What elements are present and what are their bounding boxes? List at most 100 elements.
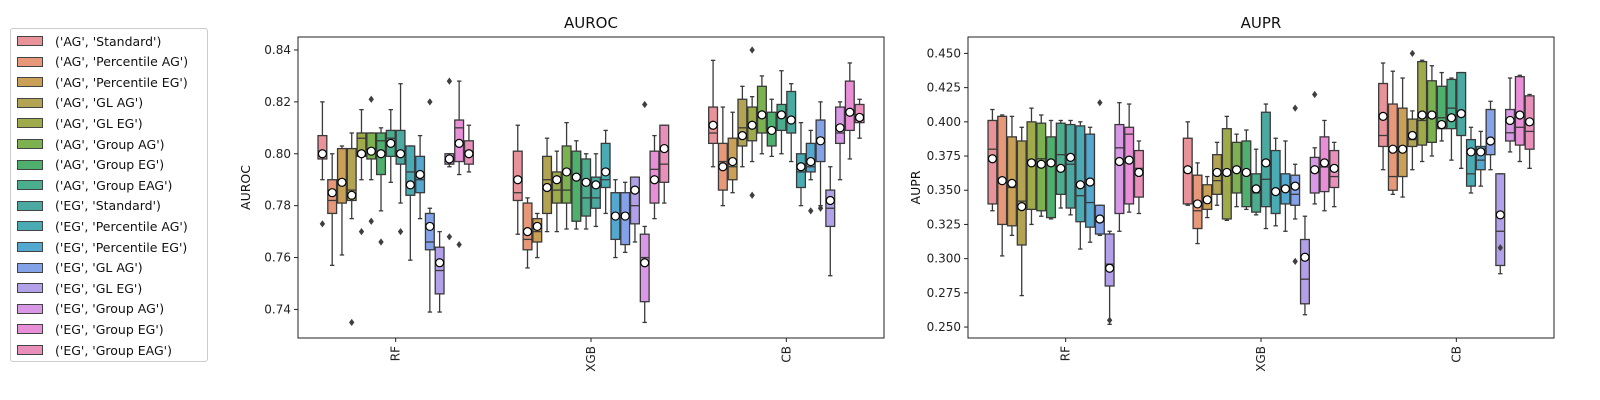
mean-marker: [464, 149, 474, 159]
box-cb-12: [1495, 173, 1506, 275]
box-rf-14: [1124, 103, 1135, 213]
mean-marker: [708, 120, 718, 130]
legend-label: ('AG', 'Percentile AG'): [55, 54, 189, 70]
mean-marker: [1437, 119, 1447, 130]
mean-marker: [718, 162, 728, 172]
box-cb-5: [756, 75, 767, 155]
box-rf-6: [1045, 119, 1057, 220]
box-cb-14: [844, 62, 855, 160]
mean-marker: [728, 156, 738, 167]
legend-swatch: [17, 139, 43, 149]
plot-frame: [297, 36, 885, 339]
box-cb-1: [1387, 70, 1398, 195]
box-rf-4: [356, 109, 367, 236]
mean-marker: [776, 110, 787, 120]
mean-marker: [815, 136, 826, 146]
mean-marker: [1407, 130, 1417, 141]
outlier-point: [446, 233, 453, 241]
mean-marker: [1192, 199, 1203, 209]
legend-item: ('EG', 'GL AG'): [17, 259, 143, 277]
box-rf-11: [1094, 99, 1105, 237]
box-body: [1055, 122, 1066, 195]
box-body: [1475, 145, 1486, 171]
mean-marker: [1515, 110, 1525, 120]
y-tick-label: 0.275: [927, 286, 961, 300]
x-tick-label: RF: [389, 346, 403, 361]
mean-marker: [1085, 177, 1095, 187]
mean-marker: [1231, 165, 1242, 175]
mean-marker: [1056, 163, 1066, 173]
outlier-point: [446, 77, 453, 85]
box-body: [1456, 71, 1467, 137]
mean-marker: [659, 143, 669, 154]
box-body: [1075, 125, 1086, 223]
legend-swatch: [17, 118, 43, 129]
box-body: [336, 147, 347, 204]
box-rf-2: [336, 145, 347, 256]
box-body: [659, 124, 670, 183]
mean-marker: [757, 110, 767, 120]
box-body: [600, 142, 611, 189]
legend-label: ('EG', 'GL AG'): [55, 260, 143, 276]
legend-label: ('EG', 'Group EG'): [55, 321, 164, 337]
box-body: [1446, 78, 1457, 130]
mean-marker: [1466, 147, 1476, 157]
box-body: [786, 90, 797, 134]
mean-marker: [1280, 184, 1291, 194]
mean-marker: [987, 154, 998, 164]
mean-marker: [854, 112, 865, 123]
legend-item: ('EG', 'Percentile AG'): [17, 217, 188, 235]
mean-marker: [1300, 252, 1310, 262]
mean-marker: [630, 185, 640, 195]
box-body: [1104, 233, 1115, 287]
outlier-point: [378, 238, 384, 246]
box-body: [1065, 123, 1076, 209]
outlier-point: [456, 240, 462, 249]
box-xgb-13: [1309, 90, 1320, 205]
box-rf-8: [1065, 119, 1076, 216]
mean-marker: [1417, 110, 1427, 120]
outlier-point: [1409, 49, 1416, 58]
box-rf-13: [1114, 102, 1125, 232]
mean-marker: [395, 149, 406, 159]
box-body: [1045, 136, 1057, 219]
box-xgb-10: [610, 179, 621, 259]
box-xgb-8: [590, 153, 601, 228]
mean-marker: [1271, 187, 1281, 197]
box-body: [1016, 140, 1027, 246]
box-rf-7: [1055, 119, 1066, 209]
outlier-point: [427, 98, 433, 106]
y-tick-label: 0.425: [927, 81, 961, 95]
box-cb-11: [815, 101, 826, 212]
mean-marker: [376, 149, 386, 159]
x-tick-label: XGB: [584, 346, 598, 372]
y-tick-label: 0.74: [264, 302, 291, 316]
box-cb-11: [1485, 100, 1496, 171]
mean-marker: [1075, 180, 1085, 190]
mean-marker: [1222, 167, 1232, 178]
mean-marker: [347, 190, 357, 200]
box-xgb-15: [1329, 141, 1340, 208]
legend-item: ('AG', 'GL AG'): [17, 94, 143, 112]
box-body: [1124, 126, 1135, 205]
box-body: [1309, 156, 1320, 194]
box-body: [590, 176, 601, 209]
box-xgb-14: [1319, 119, 1330, 212]
box-cb-8: [1456, 71, 1467, 169]
box-rf-1: [327, 153, 338, 266]
mean-marker: [640, 258, 650, 268]
legend-item: ('AG', 'Percentile AG'): [17, 53, 188, 71]
mean-marker: [1476, 147, 1486, 157]
legend-swatch: [17, 200, 43, 211]
legend-item: ('AG', 'GL EG'): [17, 114, 143, 132]
legend: ('AG', 'Standard') ('AG', 'Percentile AG'…: [10, 28, 208, 362]
mean-marker: [522, 227, 533, 237]
mean-marker: [747, 120, 757, 130]
box-xgb-5: [561, 121, 572, 230]
box-rf-4: [1026, 107, 1037, 226]
legend-label: ('EG', 'Standard'): [55, 198, 161, 214]
mean-marker: [425, 221, 435, 232]
outlier-point: [1292, 104, 1298, 112]
outlier-point: [368, 95, 374, 103]
